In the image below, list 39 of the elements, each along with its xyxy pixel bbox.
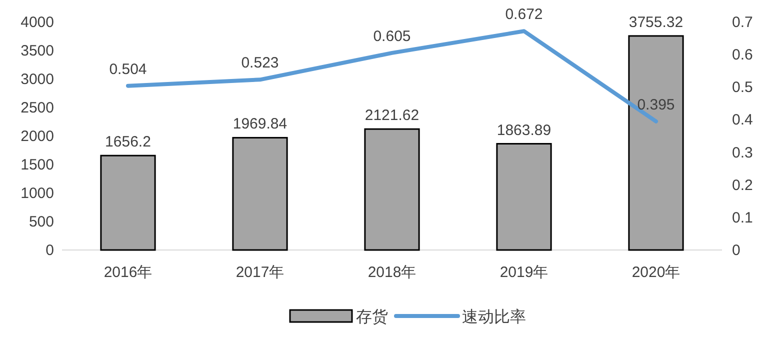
data-label: 1969.84 [232, 116, 288, 133]
y2-tick-label: 0.4 [732, 112, 753, 129]
bar [364, 128, 420, 251]
y2-tick-label: 0.1 [732, 209, 753, 226]
data-label: 0.523 [241, 54, 279, 72]
x-tick-label: 2019年 [500, 264, 548, 281]
y-tick-label: 2500 [20, 100, 54, 116]
y-tick-label: 500 [28, 214, 54, 230]
data-label: 3755.32 [628, 14, 684, 31]
legend-label: 速动比率 [462, 308, 526, 326]
data-label: 1863.89 [496, 122, 552, 139]
x-tick-label: 2018年 [368, 264, 416, 281]
y2-tick-label: 0.6 [732, 46, 753, 64]
x-tick-label: 2016年 [104, 264, 152, 281]
data-label: 0.395 [637, 96, 675, 114]
y2-tick-label: 0 [732, 242, 740, 259]
y-tick-label: 3500 [20, 42, 54, 60]
y2-tick-label: 0.5 [732, 79, 753, 96]
y-tick-label: 2000 [20, 128, 54, 145]
data-label: 0.504 [109, 60, 147, 78]
y2-tick-label: 0.3 [732, 144, 753, 162]
y-tick-label: 0 [46, 242, 54, 259]
data-label: 1656.2 [105, 134, 151, 151]
y2-tick-label: 0.7 [732, 14, 753, 31]
bar [100, 154, 156, 251]
x-tick-label: 2017年 [236, 264, 284, 281]
y-tick-label: 4000 [20, 14, 54, 31]
y2-tick-label: 0.2 [732, 176, 753, 194]
bar [496, 143, 552, 251]
data-label: 0.672 [505, 6, 543, 24]
bar [628, 35, 684, 251]
data-label: 2121.62 [364, 107, 420, 124]
y-tick-label: 1500 [20, 156, 54, 174]
y-tick-label: 1000 [20, 185, 54, 202]
legend-label: 存货 [356, 308, 388, 326]
bar [232, 136, 288, 251]
data-label: 0.605 [373, 28, 411, 45]
x-tick-label: 2020年 [632, 264, 680, 281]
y-tick-label: 3000 [20, 71, 54, 88]
